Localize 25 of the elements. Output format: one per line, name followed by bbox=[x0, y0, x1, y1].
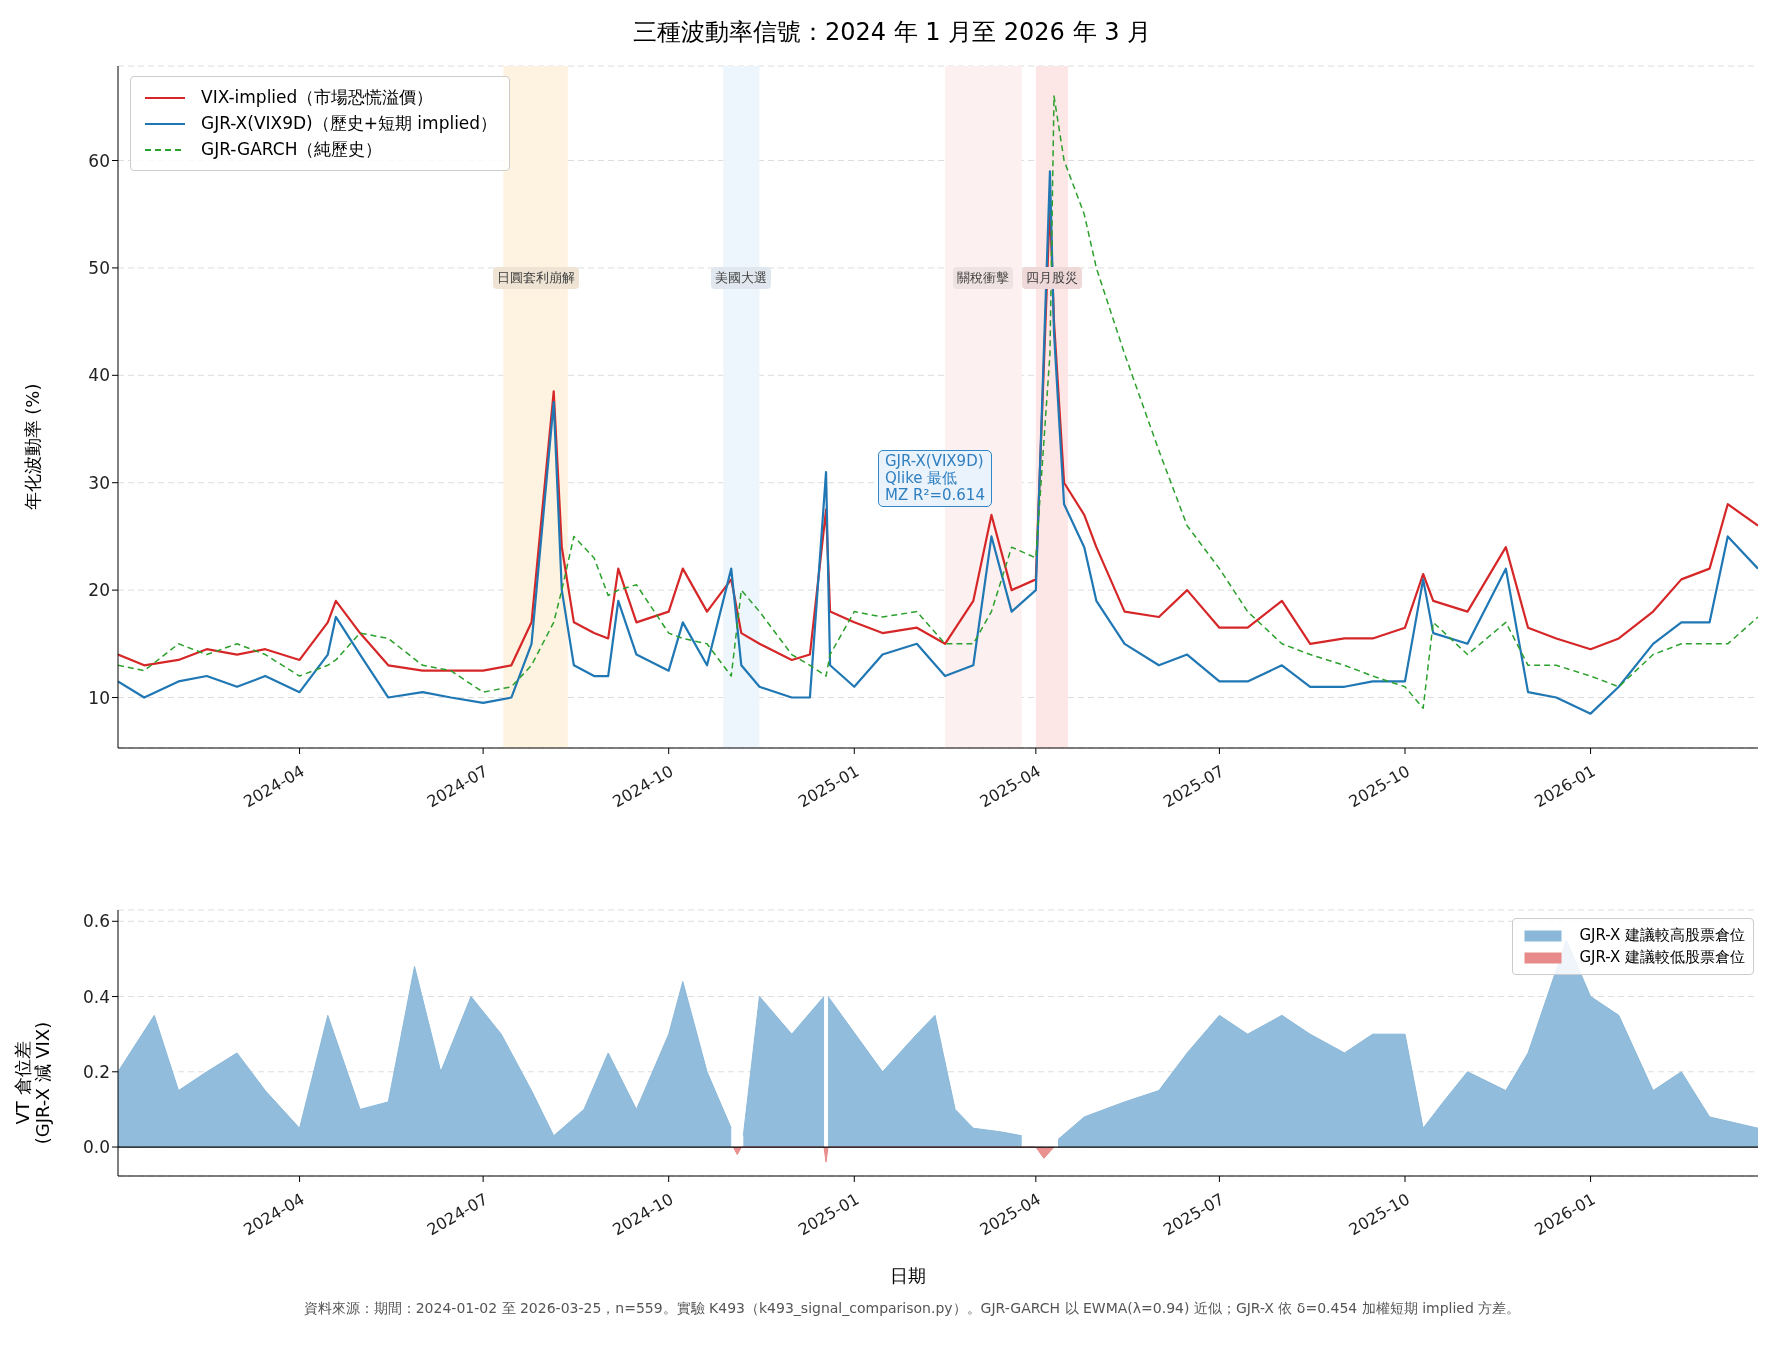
y-axis-title: 年化波動率 (%) bbox=[22, 383, 43, 511]
y-tick-label: 0.4 bbox=[82, 986, 110, 1007]
y-tick-label: 0.2 bbox=[82, 1061, 110, 1082]
y-tick-label: 30 bbox=[88, 472, 110, 493]
legend-label: GJR-X 建議較高股票倉位 bbox=[1579, 926, 1745, 945]
y-tick-label: 0.6 bbox=[82, 911, 110, 932]
note-box: GJR-X(VIX9D) Qlike 最低 MZ R²=0.614 bbox=[878, 450, 992, 507]
source-note: 資料來源：期間：2024-01-02 至 2026-03-25，n=559。實驗 K493（k493_signal_comparison.py）。GJR-GARCH 以 EWMA(λ=0.94) 近似；GJR-X 依 δ=0.454 加權短期 implied 方差。 bbox=[302, 1300, 1522, 1318]
legend-label: GJR-X(VIX9D)（歷史+短期 implied） bbox=[201, 112, 498, 135]
x-axis-title: 日期 bbox=[889, 1264, 927, 1288]
y-tick-label: 10 bbox=[88, 687, 110, 708]
y-axis-title: VT 倉位差 (GJR-X 減 VIX) bbox=[12, 1021, 53, 1145]
y-tick-label: 20 bbox=[88, 580, 110, 601]
legend-label: GJR-GARCH（純歷史） bbox=[201, 138, 383, 161]
legend-label: VIX-implied（市場恐慌溢價） bbox=[201, 86, 434, 109]
band-label: 四月股災 bbox=[1021, 267, 1082, 289]
chart-title: 三種波動率信號：2024 年 1 月至 2026 年 3 月 bbox=[631, 17, 1153, 48]
legend-label: GJR-X 建議較低股票倉位 bbox=[1579, 948, 1745, 967]
band-label: 美國大選 bbox=[711, 267, 772, 289]
band-label: 關稅衝擊 bbox=[953, 267, 1014, 289]
y-tick-label: 60 bbox=[88, 150, 110, 171]
y-tick-label: 50 bbox=[88, 257, 110, 278]
y-tick-label: 0.0 bbox=[82, 1137, 110, 1158]
band-label: 日圓套利崩解 bbox=[492, 267, 579, 289]
y-tick-label: 40 bbox=[88, 365, 110, 386]
